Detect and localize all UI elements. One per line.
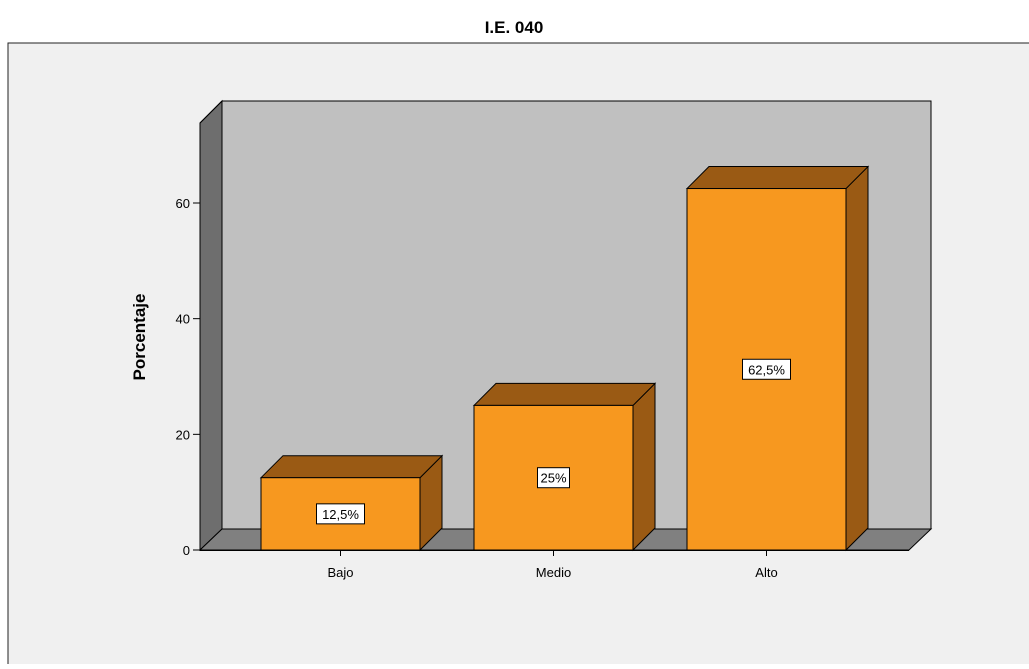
bar-medio: 25% bbox=[472, 382, 657, 552]
y-tick-label: 0 bbox=[183, 543, 190, 558]
y-axis-label: Porcentaje bbox=[130, 294, 149, 381]
bar-bajo: 12,5% bbox=[259, 454, 444, 552]
bar-top-face bbox=[685, 166, 870, 190]
y-tick-label: 40 bbox=[176, 312, 190, 327]
bar-side-face bbox=[845, 165, 869, 552]
bar-top-face bbox=[259, 455, 444, 479]
bar-top-face bbox=[472, 382, 657, 406]
data-label: 12,5% bbox=[322, 507, 359, 522]
bar-side-face bbox=[632, 382, 656, 552]
x-axis-tick-labels: Bajo Medio Alto bbox=[327, 550, 778, 580]
data-label-box bbox=[742, 358, 791, 380]
x-tick-label-alto: Alto bbox=[755, 565, 777, 580]
chart-side-wall bbox=[199, 99, 223, 552]
y-tick-label: 20 bbox=[176, 427, 190, 442]
x-tick-label-bajo: Bajo bbox=[327, 565, 353, 580]
back-wall-top-edge bbox=[199, 100, 223, 124]
x-tick-label-medio: Medio bbox=[536, 565, 571, 580]
bars-group: 12,5% 25% 62,5% bbox=[259, 165, 870, 552]
y-axis-ticks: 0 20 40 60 bbox=[176, 196, 200, 558]
bar-alto: 62,5% bbox=[685, 165, 870, 552]
y-tick-label: 60 bbox=[176, 196, 190, 211]
data-label-box bbox=[537, 467, 570, 489]
chart-title: I.E. 040 bbox=[485, 18, 544, 37]
data-label: 62,5% bbox=[748, 362, 785, 377]
data-label-box bbox=[316, 503, 365, 525]
data-label: 25% bbox=[540, 471, 566, 486]
